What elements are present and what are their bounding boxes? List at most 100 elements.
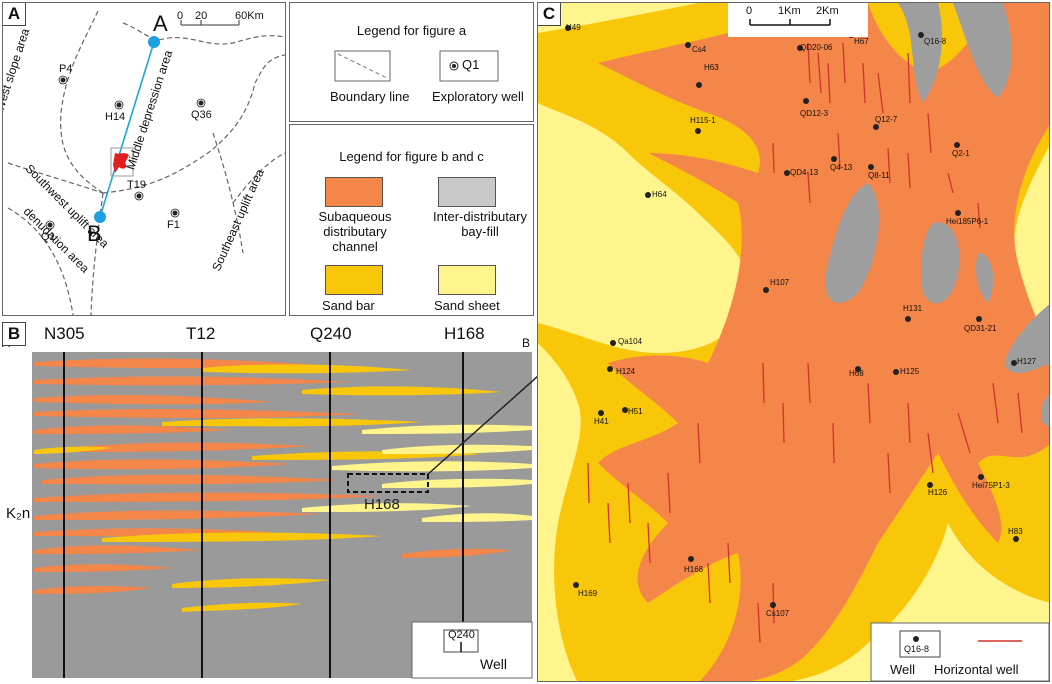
legend-bc-title: Legend for figure b and c	[339, 149, 484, 164]
point-a-marker	[148, 36, 160, 48]
panel-b-label: B	[2, 322, 26, 346]
legend-a: Legend for figure a Q1 Boundary line Exp…	[289, 2, 534, 122]
scale-bar-c	[749, 19, 831, 26]
legend-horizontal-well-label: Horizontal well	[934, 662, 1019, 677]
well-label: F1	[167, 219, 180, 231]
scale-tick-0: 0	[177, 10, 184, 22]
well-label: Q16-8	[924, 37, 947, 46]
well-label: H168	[684, 565, 704, 574]
panel-c-svg	[538, 3, 1049, 681]
scale-tick-60: 60Km	[235, 10, 264, 22]
bay-fill-regions	[825, 3, 1049, 427]
formation-label: K₂n	[6, 505, 31, 522]
study-area-box	[110, 147, 134, 177]
well-label: H115-1	[690, 116, 716, 125]
well-label: H127	[1017, 357, 1037, 366]
study-area-symbol	[113, 153, 129, 173]
boundary-line	[7, 162, 104, 194]
well-label: H131	[903, 304, 923, 313]
well-label: Hei75P1-3	[972, 481, 1010, 490]
boundary-line	[102, 82, 256, 194]
well-label: H64	[652, 190, 667, 199]
well-label: Q8-11	[868, 171, 890, 180]
scale-tick-20: 20	[195, 10, 208, 22]
well-label: H124	[616, 367, 636, 376]
well-label: H67	[854, 37, 869, 46]
well-label: QD20-06	[800, 43, 833, 52]
well-label: Q2-1	[952, 149, 970, 158]
legend-a-title: Legend for figure a	[356, 23, 467, 38]
well-label: Hei185P6-1	[946, 217, 989, 226]
well-legend-label: Well	[480, 656, 507, 672]
well-label: Q4-13	[830, 163, 853, 172]
well-legend-symbol: Q240	[448, 629, 475, 641]
panel-a-map: A	[2, 2, 286, 316]
well-label: Cs4	[692, 45, 707, 54]
zoom-box	[347, 473, 429, 493]
boundary-line	[232, 152, 285, 204]
well-label: H63	[704, 63, 719, 72]
panel-c-label: C	[538, 3, 561, 26]
bay-fill-swatch	[438, 177, 496, 207]
well-label: QD12-3	[800, 109, 829, 118]
boundary-line	[254, 54, 285, 84]
scale-bar-c-box	[728, 3, 868, 37]
sand-sheet-label: Sand sheet	[434, 298, 500, 313]
boundary-line	[7, 207, 74, 315]
legend-well-label: Well	[890, 662, 916, 677]
well-label: Cs107	[766, 609, 790, 618]
well-label: H125	[900, 367, 920, 376]
well-label: H49	[566, 23, 581, 32]
zoom-box-label: H168	[364, 496, 400, 513]
well-label: QD4-13	[790, 168, 819, 177]
boundary-line	[122, 22, 285, 45]
point-b-marker	[94, 211, 106, 223]
section-end-b: B	[522, 336, 531, 350]
well-label: H126	[928, 488, 948, 497]
channel-label: Subaqueous distributary channel	[318, 209, 392, 254]
legend-a-symbols	[334, 50, 499, 82]
panel-b-svg	[32, 352, 533, 679]
panel-a-label: A	[3, 3, 26, 26]
legend-bc: Legend for figure b and c Subaqueous dis…	[289, 124, 534, 316]
boundary-line	[212, 132, 244, 254]
well-label: H14	[105, 111, 126, 123]
sand-bar-swatch	[325, 265, 383, 295]
well-label: Q12-7	[875, 115, 898, 124]
boundary-line-label: Boundary line	[330, 89, 410, 104]
legend-well-symbol: Q16-8	[904, 644, 930, 654]
well-label: P4	[59, 63, 73, 75]
sand-bar-label: Sand bar	[322, 298, 375, 313]
well-label: T19	[127, 179, 146, 191]
panel-b-section: B	[2, 322, 534, 680]
boundary-line	[60, 10, 104, 194]
well-label: QD31-21	[964, 324, 997, 333]
well-label: Qa104	[618, 337, 643, 346]
exploratory-well-label: Exploratory well	[432, 89, 524, 104]
well-n305-label: N305	[44, 324, 85, 343]
well-label: H107	[770, 278, 790, 287]
bay-fill-label: Inter-distributary bay-fill	[433, 209, 527, 239]
well-label: H83	[1008, 527, 1023, 536]
scale-c-tick-0: 0	[746, 5, 753, 17]
well-h168-label: H168	[444, 324, 485, 343]
well-label: Q1	[41, 231, 56, 243]
horizontal-wells	[587, 42, 1023, 644]
panel-a-svg	[7, 10, 285, 315]
well-q240-label: Q240	[310, 324, 352, 343]
panel-c-map: C	[537, 2, 1050, 682]
well-label: H41	[594, 417, 609, 426]
channel-region	[598, 3, 1049, 681]
well-label: H68	[849, 369, 864, 378]
point-a-label: A	[153, 11, 168, 36]
boundary-line-swatch	[334, 50, 391, 82]
well-t12-label: T12	[186, 324, 216, 343]
boundary-line	[90, 192, 104, 315]
scale-bar-a	[180, 20, 240, 26]
scale-c-tick-1: 1Km	[778, 5, 801, 17]
well-label: Q36	[191, 109, 212, 121]
scale-c-tick-2: 2Km	[816, 5, 839, 17]
section-line-ab	[99, 41, 155, 218]
exploratory-wells	[47, 77, 204, 228]
well-label: H51	[628, 407, 643, 416]
